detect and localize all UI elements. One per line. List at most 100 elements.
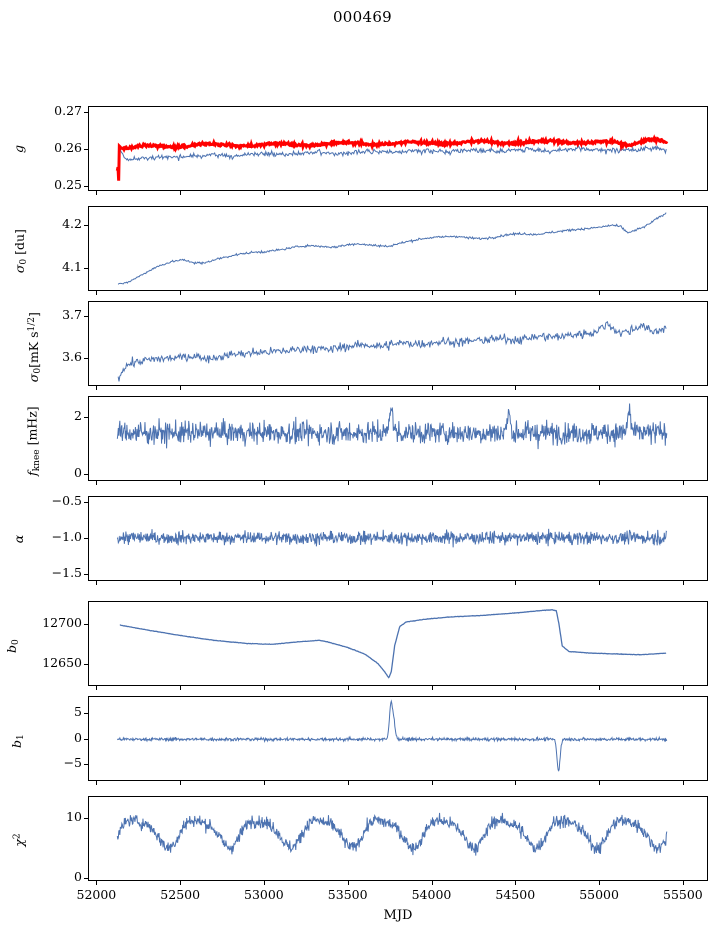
ylabel-g: g xyxy=(10,144,26,153)
xtick-mark-p1-4 xyxy=(431,191,433,195)
ytick-label-p6-0: 12650 xyxy=(42,654,82,670)
xtick-mark-p6-7 xyxy=(682,686,684,690)
series-f-knee xyxy=(116,403,668,450)
ytick-mark-p2 xyxy=(84,225,88,227)
ytick-label-p3-1: 3.7 xyxy=(62,306,82,322)
ytick-mark-p2 xyxy=(84,267,88,269)
xtick-mark-p4-6 xyxy=(599,481,601,485)
ytick-label-p7-1: 0 xyxy=(74,729,82,745)
xtick-mark-p1-0 xyxy=(96,191,98,195)
page-title: 000469 xyxy=(332,8,393,26)
xtick-mark-p2-2 xyxy=(263,291,265,295)
ytick-mark-p6 xyxy=(84,663,88,665)
xtick-mark-p8-0 xyxy=(96,881,98,885)
ytick-label-p7-0: −5 xyxy=(63,755,82,771)
panel-b0 xyxy=(88,601,708,686)
panel-sigma0-du-plot xyxy=(117,212,667,285)
panel-g-frame xyxy=(88,106,708,191)
panel-sigma0-mk-plot xyxy=(117,320,667,382)
xtick-mark-p4-7 xyxy=(682,481,684,485)
series-b1 xyxy=(116,699,668,772)
xtick-mark-p2-6 xyxy=(599,291,601,295)
xtick-label-2: 53000 xyxy=(244,887,284,902)
ytick-mark-p6 xyxy=(84,623,88,625)
x-axis-label: MJD xyxy=(383,908,413,923)
ytick-mark-p4 xyxy=(84,473,88,475)
xtick-mark-p3-1 xyxy=(180,386,182,390)
xtick-mark-p6-5 xyxy=(515,686,517,690)
ytick-label-p5-0: −0.5 xyxy=(51,492,82,508)
ytick-mark-p7 xyxy=(84,738,88,740)
xtick-label-7: 55500 xyxy=(663,887,703,902)
xtick-mark-p6-3 xyxy=(347,686,349,690)
panel-b0-frame xyxy=(88,601,708,686)
xtick-mark-p3-2 xyxy=(263,386,265,390)
xtick-mark-p1-6 xyxy=(599,191,601,195)
xtick-label-6: 55000 xyxy=(579,887,619,902)
ylabel-chi2: χ2 xyxy=(12,832,28,847)
series-chi2 xyxy=(116,812,668,856)
xtick-mark-p7-7 xyxy=(682,781,684,785)
xtick-mark-p5-1 xyxy=(180,581,182,585)
ytick-label-p1-0: 0.25 xyxy=(54,177,82,193)
ytick-label-p1-1: 0.26 xyxy=(54,139,82,155)
ytick-label-p7-2: 5 xyxy=(74,703,82,719)
ytick-mark-p8 xyxy=(84,877,88,879)
xtick-mark-p5-5 xyxy=(515,581,517,585)
xtick-mark-p8-5 xyxy=(515,881,517,885)
xtick-mark-p5-3 xyxy=(347,581,349,585)
ytick-label-p8-0: 0 xyxy=(74,868,82,884)
xtick-mark-p2-1 xyxy=(180,291,182,295)
ytick-label-p4-0: 0 xyxy=(74,464,82,480)
series-sigma0-du xyxy=(117,212,667,285)
xtick-mark-p8-6 xyxy=(599,881,601,885)
series-g-red xyxy=(115,134,669,181)
xtick-mark-p7-6 xyxy=(599,781,601,785)
panel-g-plot xyxy=(115,134,669,181)
series-g-blue xyxy=(117,144,667,162)
panel-sigma0-du xyxy=(88,206,708,291)
xtick-mark-p4-3 xyxy=(347,481,349,485)
xtick-mark-p4-0 xyxy=(96,481,98,485)
xtick-mark-p2-7 xyxy=(682,291,684,295)
ytick-label-p4-1: 2 xyxy=(74,408,82,424)
xtick-mark-p8-7 xyxy=(682,881,684,885)
xtick-mark-p6-6 xyxy=(599,686,601,690)
panel-sigma0-mk xyxy=(88,301,708,386)
panel-chi2 xyxy=(88,796,708,881)
xtick-mark-p2-3 xyxy=(347,291,349,295)
xtick-mark-p8-3 xyxy=(347,881,349,885)
xtick-mark-p5-6 xyxy=(599,581,601,585)
panel-b0-plot xyxy=(119,609,667,679)
ytick-mark-p7 xyxy=(84,712,88,714)
ytick-mark-p4 xyxy=(84,417,88,419)
xtick-mark-p3-5 xyxy=(515,386,517,390)
xtick-mark-p2-5 xyxy=(515,291,517,295)
series-b0 xyxy=(119,609,667,679)
xtick-mark-p8-2 xyxy=(263,881,265,885)
ylabel-alpha: α xyxy=(10,534,26,543)
xtick-mark-p5-4 xyxy=(431,581,433,585)
xtick-mark-p5-7 xyxy=(682,581,684,585)
xtick-mark-p1-2 xyxy=(263,191,265,195)
ytick-label-p6-1: 12700 xyxy=(42,614,82,630)
xtick-mark-p4-2 xyxy=(263,481,265,485)
xtick-mark-p3-7 xyxy=(682,386,684,390)
panel-b1 xyxy=(88,696,708,781)
xtick-mark-p4-4 xyxy=(431,481,433,485)
ytick-mark-p1 xyxy=(84,186,88,188)
xtick-mark-p5-2 xyxy=(263,581,265,585)
ylabel-sigma0-du: σ0 [du] xyxy=(11,228,30,273)
xtick-mark-p7-4 xyxy=(431,781,433,785)
xtick-label-5: 54500 xyxy=(495,887,536,902)
xtick-label-3: 53500 xyxy=(327,887,368,902)
panel-g xyxy=(88,106,708,191)
xtick-mark-p7-2 xyxy=(263,781,265,785)
xtick-mark-p2-0 xyxy=(96,291,98,295)
xtick-mark-p8-4 xyxy=(431,881,433,885)
xtick-mark-p1-1 xyxy=(180,191,182,195)
xtick-mark-p2-4 xyxy=(431,291,433,295)
panel-sigma0-du-frame xyxy=(88,206,708,291)
ytick-mark-p3 xyxy=(84,315,88,317)
